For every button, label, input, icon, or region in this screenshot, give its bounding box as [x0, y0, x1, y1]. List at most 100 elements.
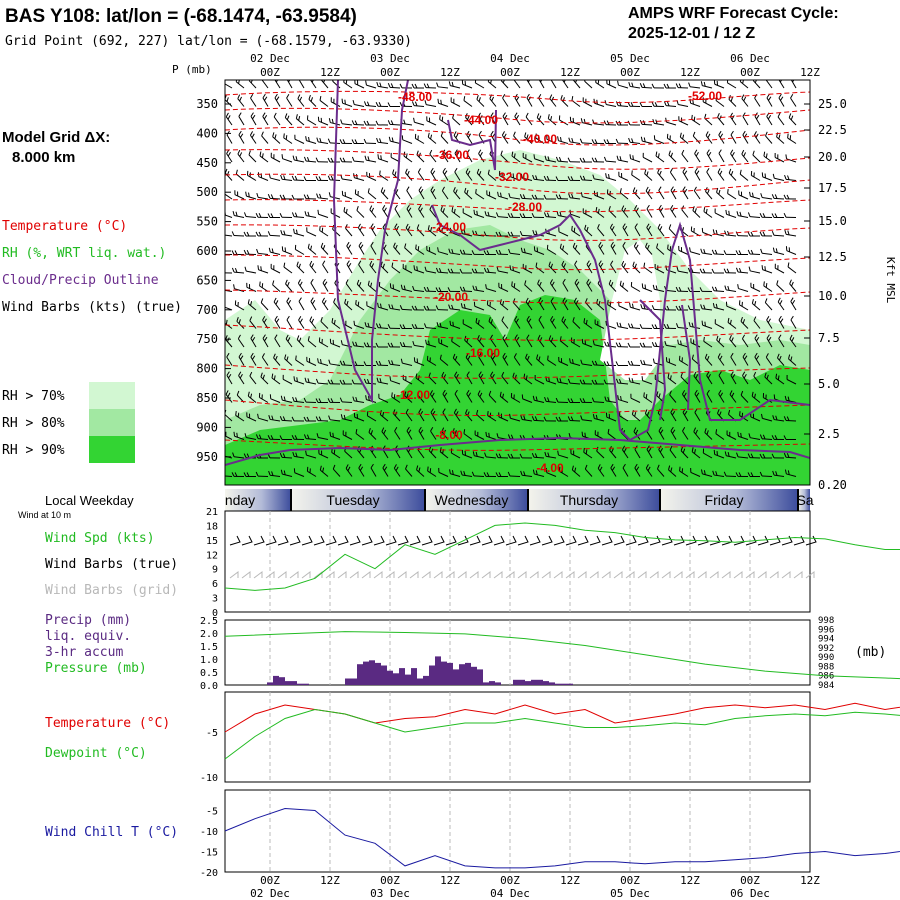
wind-barb [507, 213, 521, 218]
wind-barb-flag [703, 207, 706, 212]
wind-barb-flag [276, 318, 280, 323]
wind-barb-flag [576, 281, 580, 286]
wind-barb-flag [776, 353, 780, 359]
wind-barb-staff [521, 234, 533, 237]
wind-barb [729, 112, 737, 126]
wind-barb-flag [632, 155, 634, 160]
wind-barb-staff [341, 364, 353, 366]
wind-barb-flag [273, 297, 277, 303]
wind-barb-flag [467, 170, 471, 176]
wind-barb [274, 93, 281, 107]
wind-barb-flag [743, 374, 747, 379]
wind-barb [738, 300, 749, 311]
temperature-contour-label: -4.00 [536, 461, 564, 475]
wind-barb-flag [234, 190, 236, 195]
wind-barb-flag [764, 173, 766, 178]
wind-barb-flag [428, 340, 430, 346]
wind-barb-staff [598, 264, 605, 274]
wind-barb [321, 297, 329, 311]
wind-barb-staff [642, 140, 653, 144]
temperature-contour-label: -40.00 [523, 132, 557, 146]
wind-barb-flag [612, 244, 616, 249]
wind-barb-staff [476, 172, 485, 181]
height-tick-label: 22.5 [818, 123, 847, 137]
wind-barb-staff [282, 473, 293, 477]
wind-barb-flag [297, 279, 301, 284]
wind-barb-staff [413, 105, 425, 107]
wind-barb-flag [539, 281, 542, 287]
wind-barb-staff [572, 469, 581, 477]
wind-barb [315, 378, 329, 385]
wind-barb-flag [630, 102, 634, 107]
wind-barb-staff [714, 307, 725, 311]
wind-barb-staff [358, 264, 365, 274]
wind-barb-staff [390, 287, 401, 292]
precip-bar [351, 678, 357, 685]
wind-barb-flag [718, 389, 722, 395]
wind-barb-flag [594, 430, 596, 435]
wind-barb-staff [439, 451, 449, 459]
wind-barb-flag [547, 156, 550, 161]
wind-barb-flag [560, 358, 563, 363]
wind-barb-flag [622, 223, 626, 228]
wind-barb-staff [514, 116, 521, 126]
wind-barb-flag [234, 300, 237, 305]
wind-barb-staff [522, 177, 533, 181]
wind-barb-flag [417, 375, 420, 380]
wind-barb [282, 374, 293, 385]
wind-barb-staff [489, 338, 497, 348]
wind-barb-flag [667, 244, 669, 250]
wind-barb-staff [778, 338, 785, 348]
wind-barb-staff [403, 155, 413, 163]
wind-barb-staff [558, 231, 569, 237]
wind-barb-flag [358, 281, 362, 287]
wind-barb-flag [531, 452, 535, 458]
wind-barb-staff [345, 228, 353, 237]
wind-barb-staff [451, 340, 461, 348]
wind-barb-staff [547, 118, 557, 126]
wind-barb-flag [478, 352, 482, 358]
wind-barb-flag [651, 324, 655, 329]
wind-barb-flag [467, 133, 472, 138]
wind-barb-staff [295, 248, 305, 255]
wind-barb-flag [466, 149, 470, 154]
wind-barb-flag [680, 446, 684, 451]
wind-barb-staff [404, 247, 413, 255]
wind-barb-flag [672, 429, 676, 434]
wind-legend-entry: Wind Spd (kts) [45, 531, 155, 546]
wind-barb-flag [550, 337, 554, 343]
panel-frame [224, 691, 811, 783]
weekday-label: Local Weekday [45, 493, 134, 508]
wind-barb-staff [474, 455, 485, 459]
wind-barb-staff [669, 394, 677, 403]
wind-barb [368, 428, 377, 440]
wind-barb [329, 431, 341, 440]
wind-barb-flag [382, 263, 385, 269]
wind-barb-staff [465, 357, 473, 366]
wind-barb-flag [694, 449, 696, 454]
wind-barb-flag [307, 336, 310, 341]
wind-barb-flag [490, 112, 494, 117]
wind-barb [353, 320, 365, 329]
wind-barb-flag [693, 427, 697, 432]
wind-barb [279, 453, 293, 459]
wind-barb-staff [310, 282, 317, 292]
wind-barb-flag [730, 371, 734, 376]
wind-barb-flag [525, 375, 528, 380]
wind-barb-flag [645, 242, 648, 248]
wind-barb-flag [430, 408, 434, 413]
wind-barb-flag [478, 149, 482, 154]
wind-barb-flag [286, 356, 289, 361]
wind-barb-flag [569, 358, 571, 363]
wind-barb-staff [702, 308, 713, 311]
wind-barb-flag [560, 95, 563, 100]
wind-barb-flag [412, 285, 415, 291]
wind-barb-staff [776, 284, 785, 292]
wind-barb-flag [683, 170, 688, 175]
wind-barb-staff [558, 454, 569, 459]
wind-barb-flag [730, 149, 734, 154]
wind-barb [775, 373, 785, 385]
wind-barb [297, 279, 305, 292]
wind-barb [502, 352, 509, 366]
wind-barb-flag [438, 268, 442, 273]
